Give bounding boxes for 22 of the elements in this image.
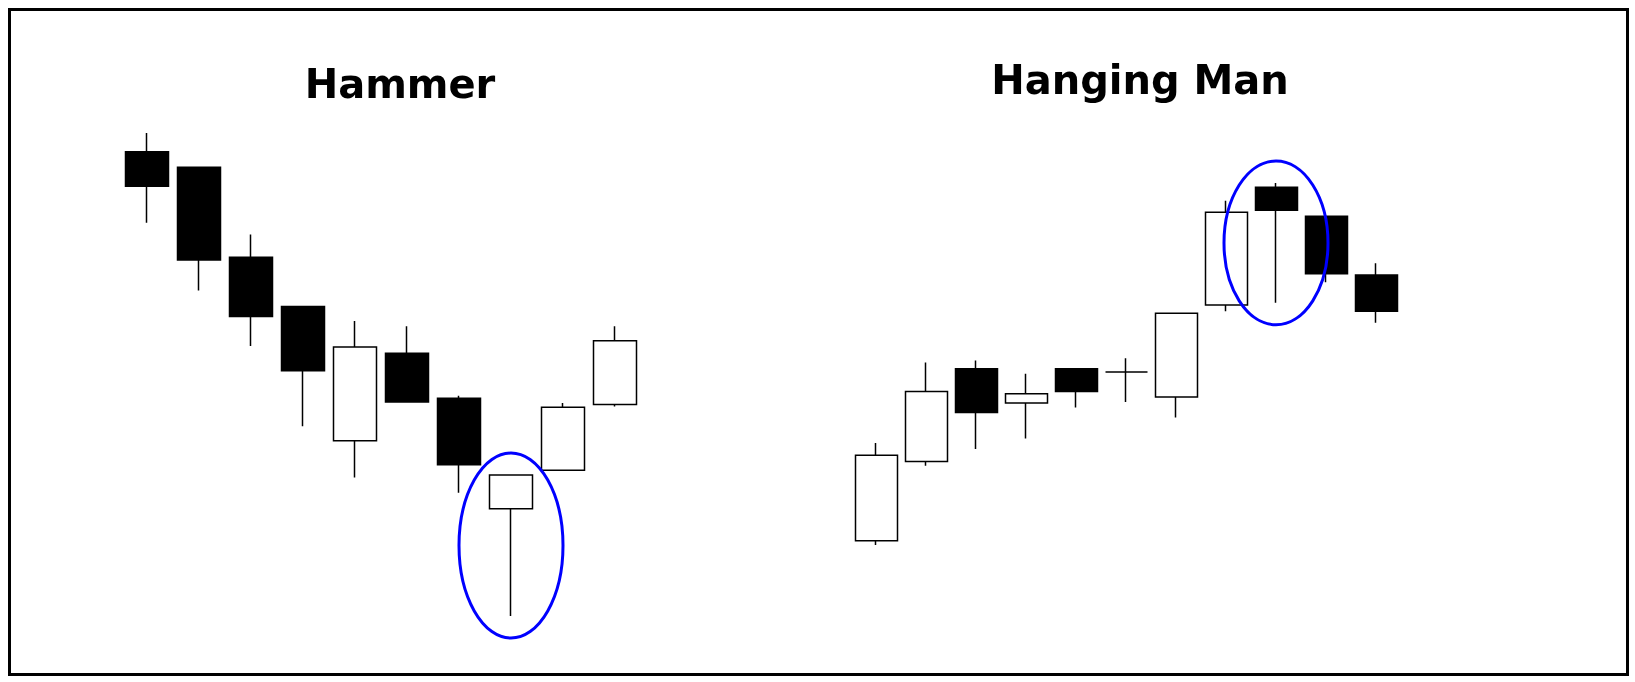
candlestick xyxy=(1254,182,1299,304)
candlestick xyxy=(1154,312,1199,419)
candlestick xyxy=(176,166,222,292)
candlestick xyxy=(436,395,482,494)
candlestick xyxy=(1054,367,1099,409)
chart-title: Hammer xyxy=(304,61,496,107)
candlestick xyxy=(488,474,534,617)
candlestick xyxy=(1354,262,1399,324)
candlestick xyxy=(228,233,274,347)
candlestick xyxy=(540,402,586,471)
chart-title: Hanging Man xyxy=(991,57,1289,103)
candlestick xyxy=(384,325,430,403)
candlestick xyxy=(1204,199,1249,312)
candlestick xyxy=(1004,373,1049,440)
candlestick xyxy=(124,132,170,224)
candlestick xyxy=(854,442,899,546)
candlestick xyxy=(332,320,378,479)
candlestick xyxy=(1304,215,1349,283)
candlestick xyxy=(954,359,999,450)
candlestick xyxy=(904,361,949,467)
candlestick xyxy=(280,305,326,427)
candlestick xyxy=(592,325,638,408)
